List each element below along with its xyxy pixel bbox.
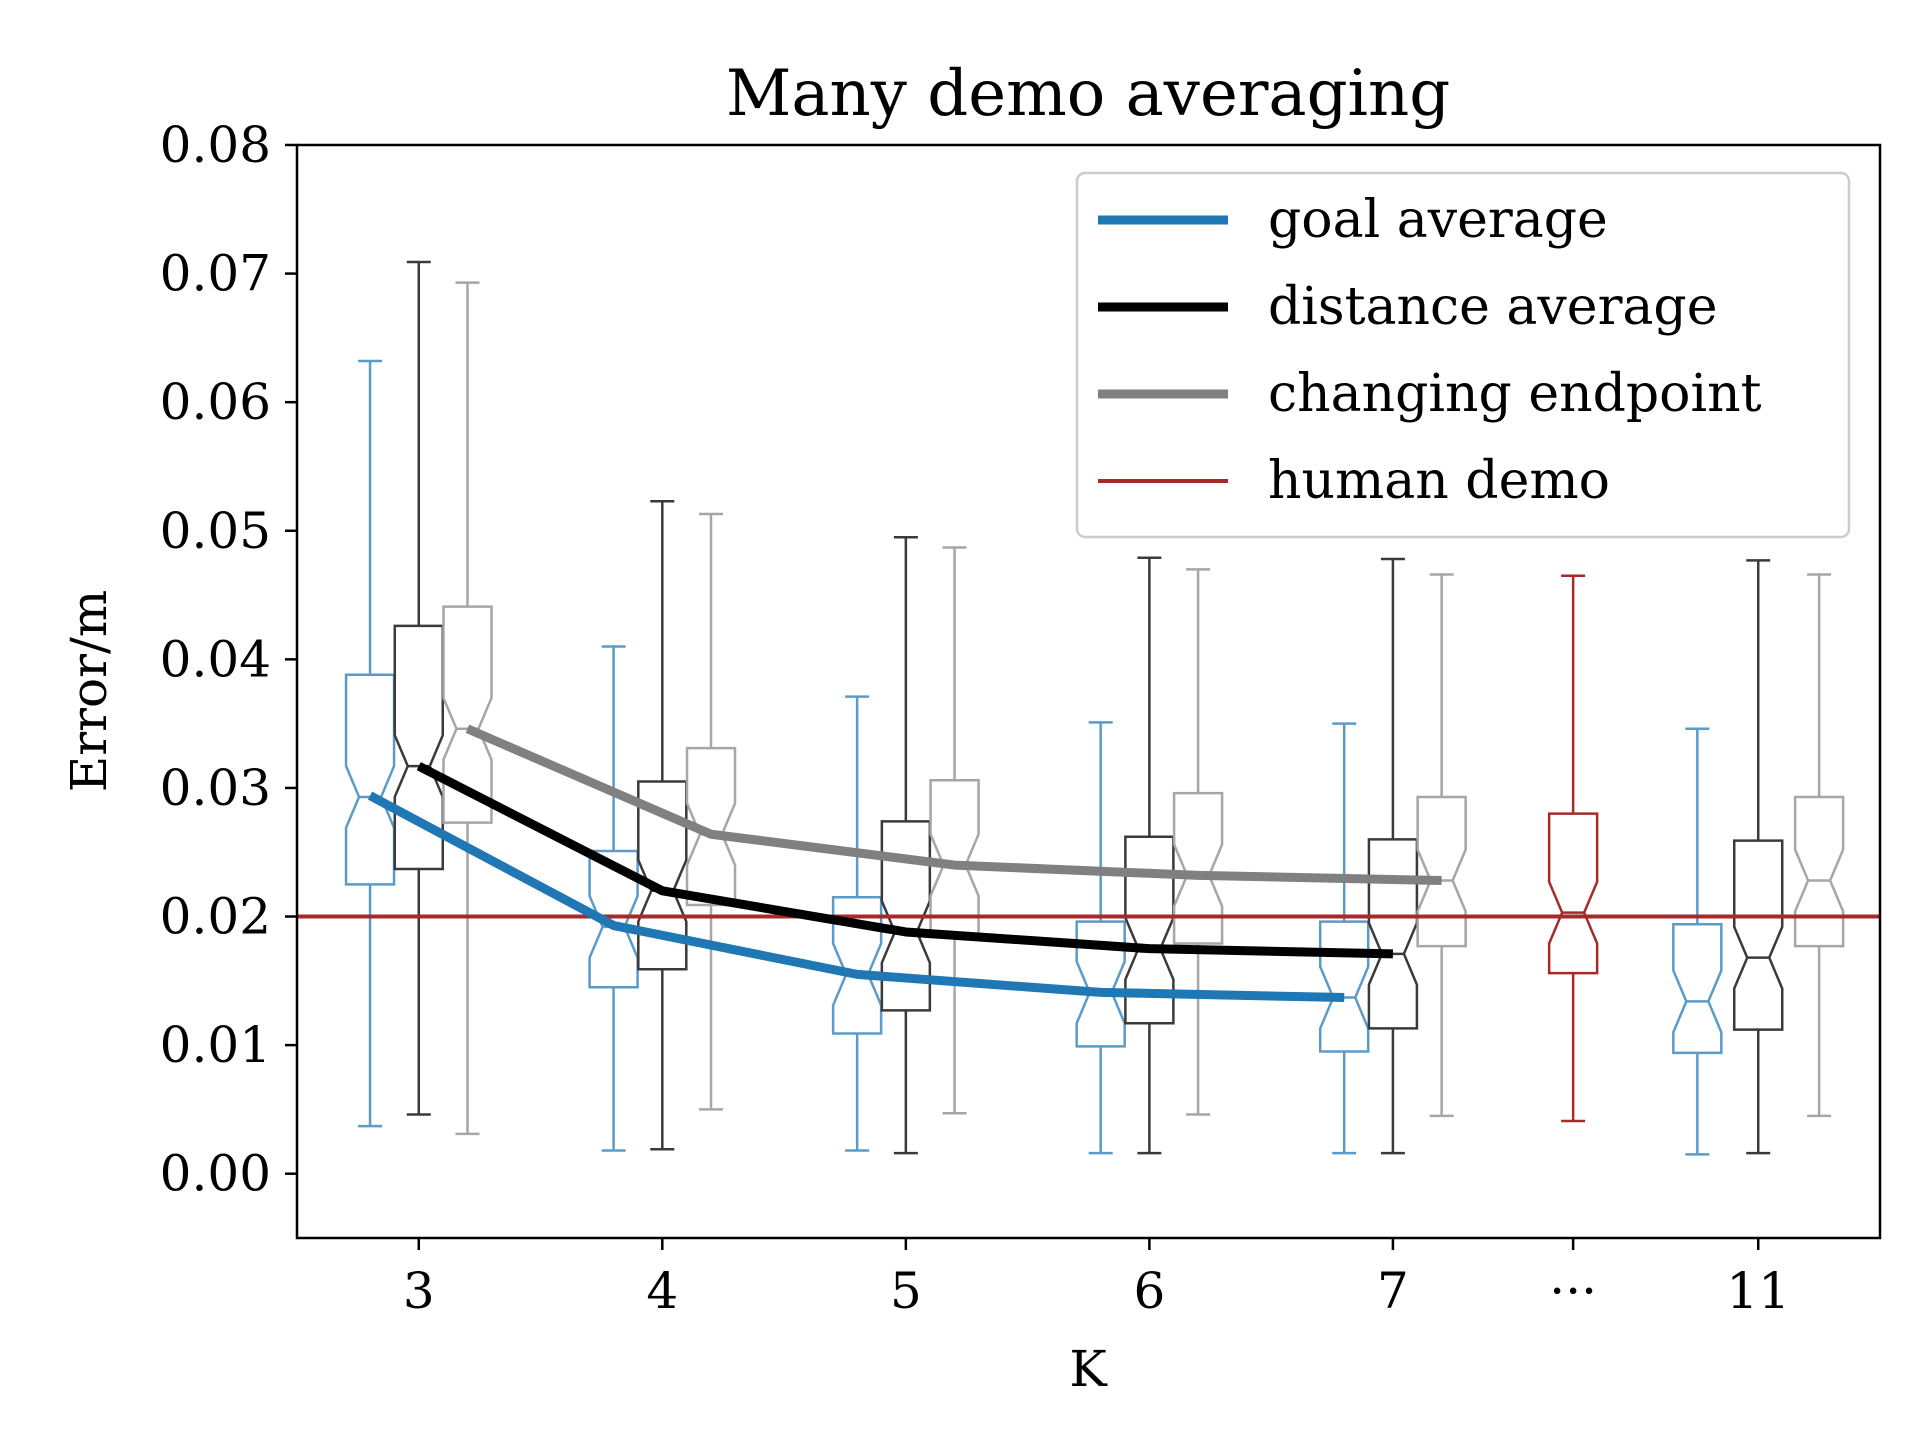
box-body bbox=[1172, 791, 1224, 945]
x-tick-label: 6 bbox=[1133, 1262, 1165, 1320]
y-tick-label: 0.03 bbox=[160, 759, 271, 817]
y-axis-label: Error/m bbox=[60, 590, 118, 793]
box-body bbox=[1793, 795, 1845, 948]
legend-label-changing: changing endpoint bbox=[1268, 364, 1762, 424]
y-tick-label: 0.07 bbox=[160, 245, 271, 303]
x-tick-label: 7 bbox=[1377, 1262, 1409, 1320]
y-tick-label: 0.02 bbox=[160, 888, 271, 946]
y-tick-label: 0.01 bbox=[160, 1016, 271, 1074]
y-axis: 0.00 0.01 0.02 0.03 0.04 0.05 0.06 0.07 0.08 bbox=[160, 116, 297, 1203]
x-axis: 3 4 5 6 7 ··· 11 bbox=[403, 1238, 1790, 1320]
box-human-··· bbox=[1547, 574, 1599, 1123]
box-changing-11 bbox=[1793, 573, 1845, 1118]
legend: goal average distance average changing end… bbox=[1075, 171, 1851, 539]
box-body bbox=[1547, 812, 1599, 975]
x-tick-label: 4 bbox=[646, 1262, 678, 1320]
box-body bbox=[1416, 795, 1467, 948]
x-tick-label: 5 bbox=[890, 1262, 922, 1320]
box-body bbox=[442, 605, 493, 824]
box-body bbox=[1672, 922, 1723, 1055]
box-goal-11 bbox=[1672, 727, 1723, 1156]
box-body bbox=[1732, 839, 1784, 1031]
legend-label-human: human demo bbox=[1268, 451, 1610, 511]
box-changing-7 bbox=[1416, 573, 1467, 1118]
series-lines bbox=[367, 724, 1442, 1003]
legend-label-goal: goal average bbox=[1268, 190, 1608, 250]
y-tick-label: 0.06 bbox=[160, 373, 271, 431]
box-changing-5 bbox=[929, 546, 980, 1115]
legend-label-distance: distance average bbox=[1268, 277, 1718, 337]
x-tick-label: ··· bbox=[1549, 1262, 1597, 1320]
y-tick-label: 0.08 bbox=[160, 116, 271, 174]
box-plots bbox=[344, 260, 1845, 1156]
y-tick-label: 0.04 bbox=[160, 630, 271, 688]
box-changing-3 bbox=[442, 281, 493, 1136]
y-tick-label: 0.00 bbox=[160, 1145, 271, 1203]
chart-title: Many demo averaging bbox=[726, 57, 1450, 131]
x-tick-label: 11 bbox=[1726, 1262, 1790, 1320]
y-tick-label: 0.05 bbox=[160, 502, 271, 560]
legend-frame bbox=[1075, 171, 1851, 539]
box-body bbox=[685, 746, 737, 907]
x-axis-label: K bbox=[1069, 1340, 1108, 1398]
box-body bbox=[929, 778, 980, 939]
x-tick-label: 3 bbox=[403, 1262, 435, 1320]
box-body bbox=[1075, 920, 1126, 1048]
plot-frame bbox=[295, 143, 1882, 1240]
box-distance-11 bbox=[1732, 559, 1784, 1155]
